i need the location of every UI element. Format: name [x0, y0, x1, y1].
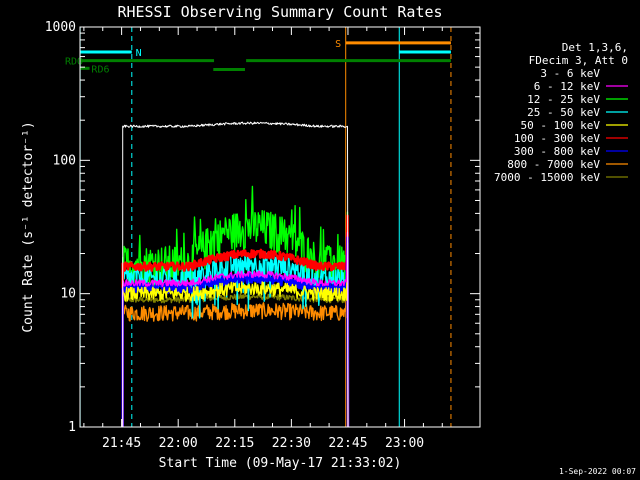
x-tick-label: 22:30	[272, 436, 311, 451]
legend-entry-label: 100 - 300 keV	[514, 132, 600, 145]
x-tick-label: 22:00	[159, 436, 198, 451]
chart-title: RHESSI Observing Summary Count Rates	[117, 3, 442, 21]
legend-entry-label: 25 - 50 keV	[527, 106, 600, 119]
x-tick-label: 22:45	[328, 436, 367, 451]
flag-bars: N S RDO RD6	[65, 39, 451, 75]
y-tick-label: 1	[68, 420, 76, 435]
y-tick-label: 100	[53, 153, 76, 168]
footer-date: 1-Sep-2022 00:07	[559, 467, 636, 476]
axis-ticks: 21:45 22:00 22:15 22:30 22:45 23:00 1 10 100 1000	[45, 20, 481, 451]
flag-bar-label: RD6	[91, 64, 109, 75]
series-4-line	[122, 242, 349, 427]
legend-entry-label: 3 - 6 keV	[540, 67, 600, 80]
y-tick-label: 1000	[45, 20, 76, 35]
flag-bar-label: RDO	[65, 57, 83, 68]
plot-area	[80, 27, 452, 427]
legend-entry-label: 7000 - 15000 keV	[494, 171, 600, 184]
flag-bar-label: N	[136, 48, 142, 59]
legend-header-1: Det 1,3,6,	[562, 41, 628, 54]
series-5-line	[121, 214, 350, 427]
axes-frame	[79, 26, 481, 428]
series-0-line	[122, 121, 349, 427]
x-tick-label: 23:00	[385, 436, 424, 451]
y-tick-label: 10	[60, 287, 76, 302]
legend-entry-label: 800 - 7000 keV	[507, 158, 600, 171]
series-6-line	[121, 236, 350, 427]
x-tick-label: 22:15	[215, 436, 254, 451]
y-axis-label: Count Rate (s⁻¹ detector⁻¹)	[21, 121, 36, 332]
legend-entry-label: 50 - 100 keV	[521, 119, 601, 132]
legend-entry-label: 6 - 12 keV	[534, 80, 601, 93]
legend-header-2: FDecim 3, Att 0	[529, 54, 628, 67]
legend-entry-label: 300 - 800 keV	[514, 145, 600, 158]
x-axis-label: Start Time (09-May-17 21:33:02)	[159, 456, 402, 471]
legend-entry-label: 12 - 25 keV	[527, 93, 600, 106]
series-1-line	[122, 231, 349, 427]
x-tick-label: 21:45	[102, 436, 141, 451]
flag-bar-label: S	[335, 39, 341, 50]
series-7-line	[122, 261, 349, 427]
